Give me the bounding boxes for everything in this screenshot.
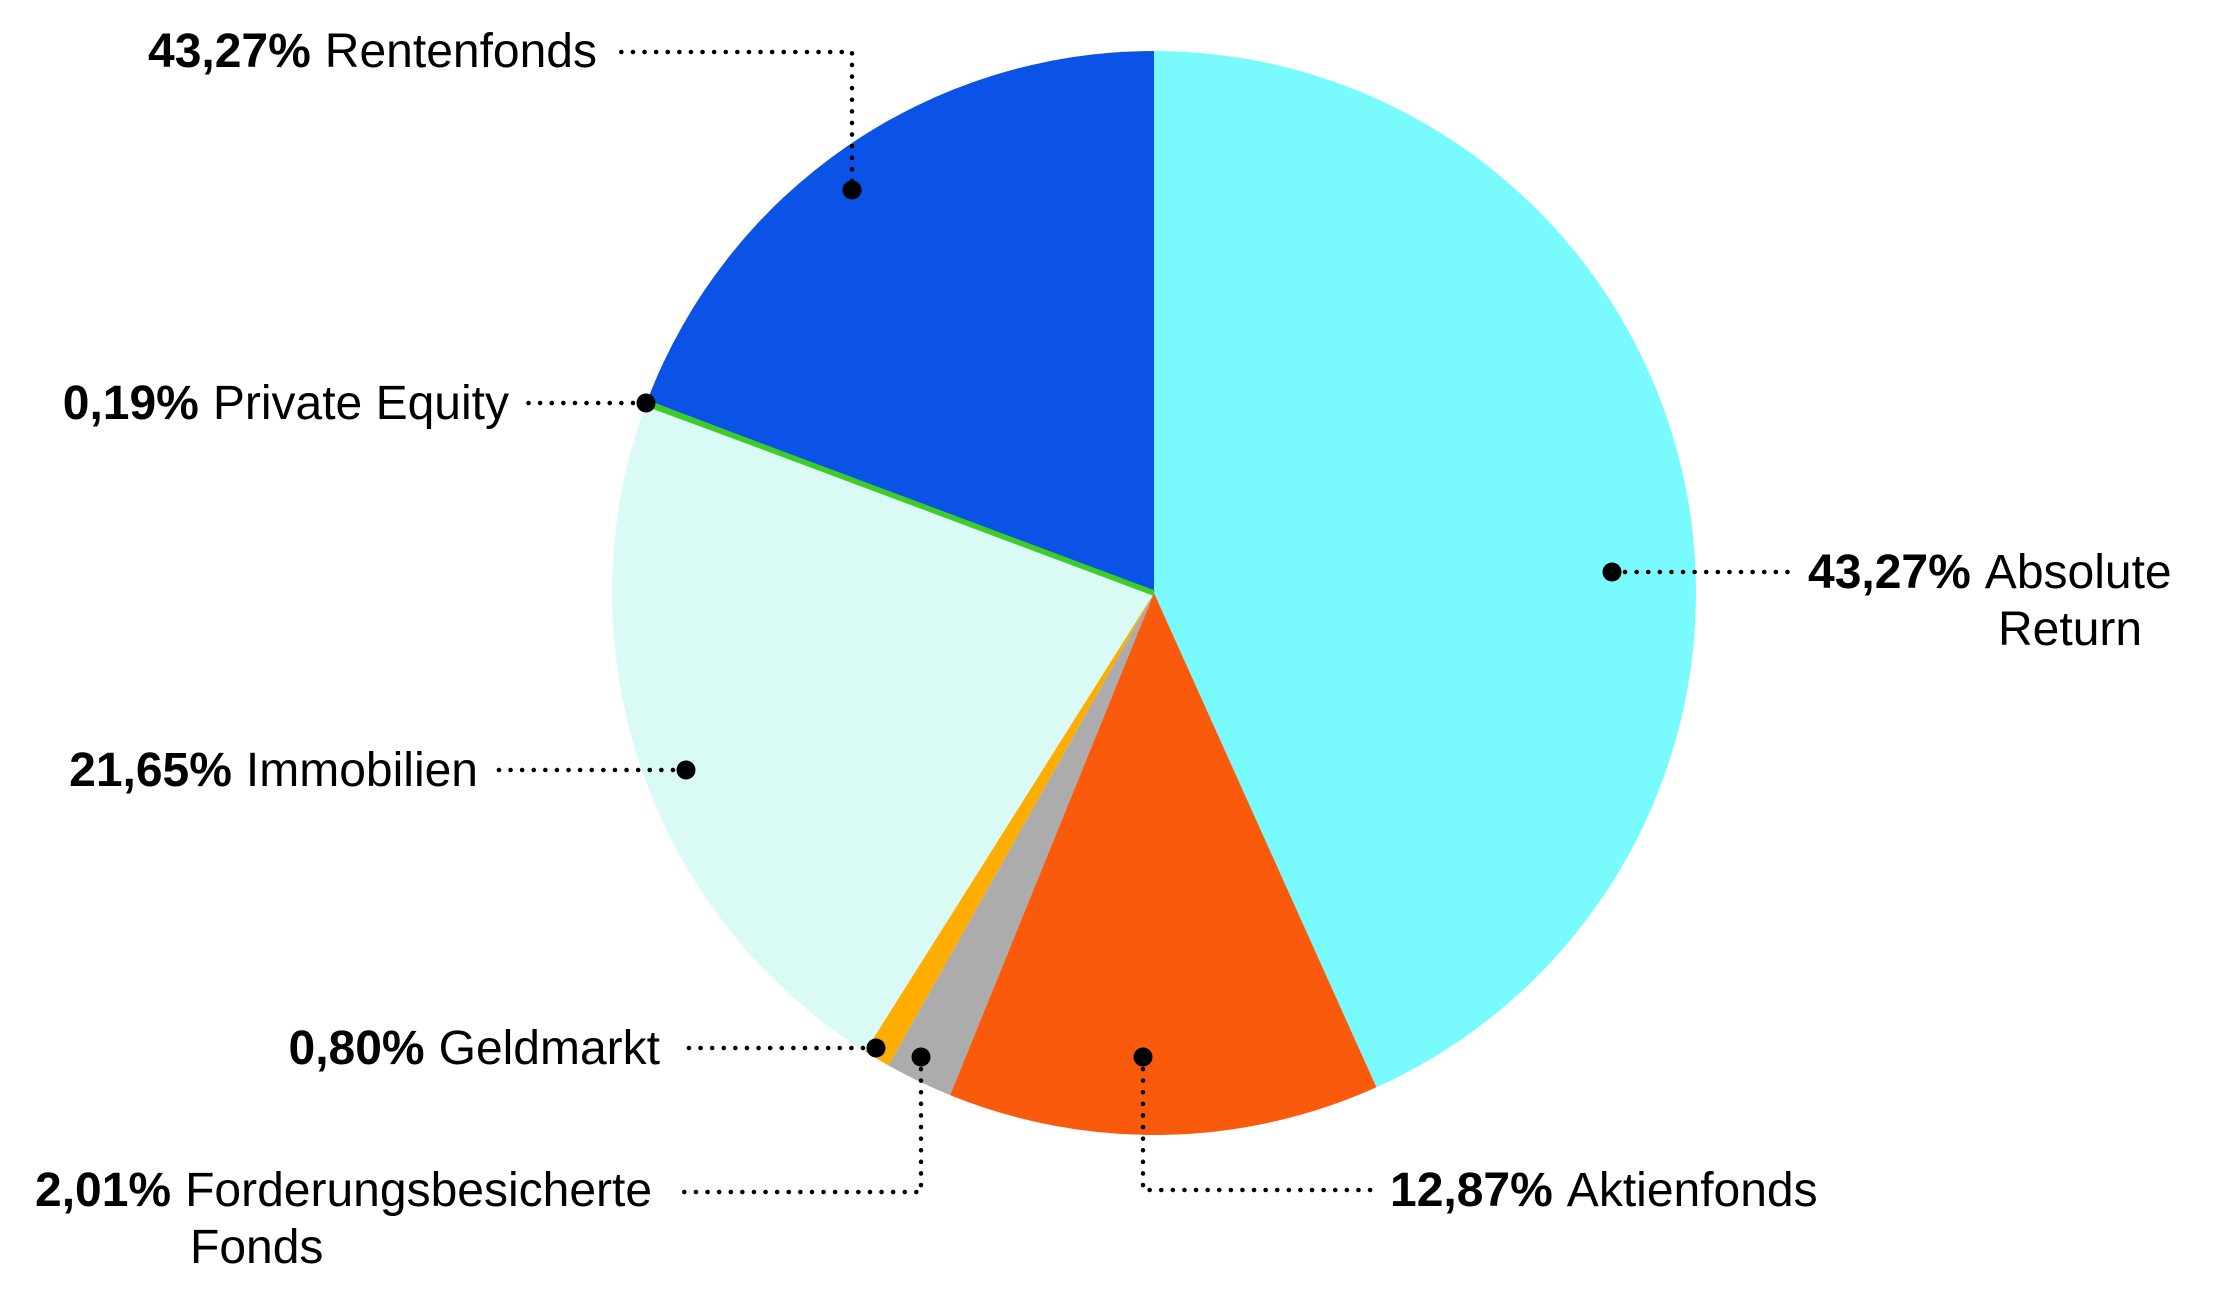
label-geldmarkt: 0,80% Geldmarkt (289, 1020, 661, 1077)
slice-percent-forderungsbesicherte: 2,01% (35, 1164, 172, 1217)
slice-name-geldmarkt: Geldmarkt (438, 1022, 660, 1075)
slice-percent-immobilien: 21,65% (69, 744, 232, 797)
label-private-equity: 0,19% Private Equity (63, 375, 509, 432)
pie-slice-geldmarkt (865, 593, 1154, 1066)
slice-percent-private-equity: 0,19% (62, 377, 199, 430)
leader-dot-0 (1602, 562, 1622, 582)
slice-name-forderungsbesicherte: Forderungsbesicherte Fonds (185, 1164, 653, 1274)
slice-name-immobilien: Immobilien (245, 744, 478, 797)
slice-percent-geldmarkt: 0,80% (288, 1022, 425, 1075)
slice-percent-aktienfonds: 12,87% (1390, 1164, 1553, 1217)
pie-slice-private-equity-sliver (646, 400, 1155, 596)
slice-percent-absolute-return: 43,27% (1808, 546, 1971, 599)
leader-dot-6 (842, 180, 862, 200)
leader-dot-4 (676, 760, 696, 780)
slice-name-absolute-return: Absolute Return (1984, 546, 2172, 656)
leader-dot-1 (1133, 1047, 1153, 1067)
slice-percent-rentenfonds: 43,27% (148, 25, 311, 78)
pie-slice-aktienfonds (950, 593, 1377, 1135)
leader-line-6 (611, 49, 855, 184)
label-aktienfonds: 12,87% Aktienfonds (1390, 1162, 1818, 1219)
leader-dot-2 (911, 1047, 931, 1067)
label-forderungsbesicherte-fonds: 2,01% Forderungsbesicherte Fonds (35, 1162, 690, 1276)
leader-dot-3 (866, 1038, 886, 1058)
label-immobilien: 21,65% Immobilien (69, 742, 478, 799)
leader-dot-5 (636, 393, 656, 413)
slice-name-aktienfonds: Aktienfonds (1566, 1164, 1818, 1217)
leader-line-2 (680, 1066, 924, 1195)
pie-slice-forderungsbesicherte-fonds (888, 593, 1154, 1096)
leader-line-1 (1140, 1066, 1381, 1193)
pie-slice-immobilien (612, 406, 1154, 1052)
label-absolute-return: 43,27% Absolute Return (1808, 544, 2213, 658)
pie-slice-absolute-return (1154, 51, 1696, 1088)
label-rentenfonds: 43,27% Rentenfonds (148, 23, 597, 80)
pie-slice-rentenfonds (647, 51, 1154, 593)
slice-name-private-equity: Private Equity (212, 377, 509, 430)
slice-name-rentenfonds: Rentenfonds (324, 25, 597, 78)
